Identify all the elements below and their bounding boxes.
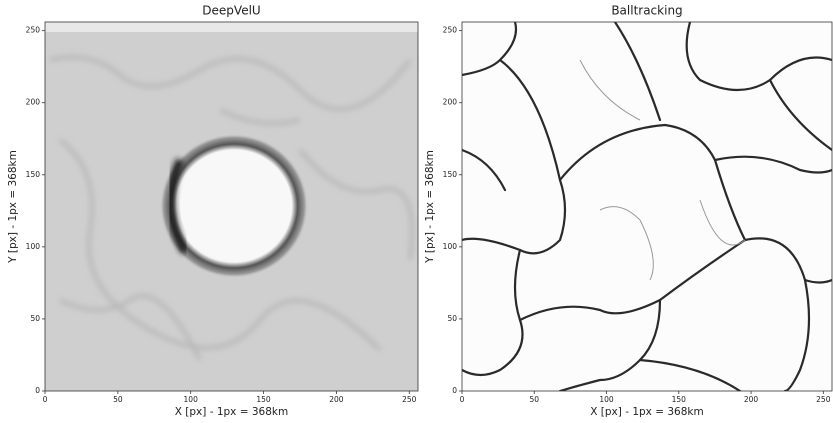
y-tick-label: 150 bbox=[443, 170, 458, 179]
x-tick-label: 50 bbox=[529, 395, 539, 404]
y-tick-label: 50 bbox=[30, 314, 40, 323]
y-axis-label: Y [px] - 1px = 368km bbox=[424, 150, 436, 264]
y-tick-label: 100 bbox=[26, 242, 41, 251]
y-axis-label: Y [px] - 1px = 368km bbox=[7, 150, 19, 264]
y-tick-label: 150 bbox=[26, 170, 41, 179]
x-tick-label: 250 bbox=[402, 395, 417, 404]
x-tick-label: 250 bbox=[816, 395, 831, 404]
chart-title: DeepVelU bbox=[202, 4, 260, 18]
y-tick-label: 50 bbox=[447, 314, 457, 323]
y-tick-label: 200 bbox=[443, 98, 458, 107]
x-tick-label: 150 bbox=[672, 395, 687, 404]
y-tick-label: 250 bbox=[26, 26, 41, 35]
x-tick-label: 0 bbox=[460, 395, 465, 404]
x-tick-label: 200 bbox=[329, 395, 344, 404]
x-tick-label: 100 bbox=[184, 395, 199, 404]
x-axis-label: X [px] - 1px = 368km bbox=[175, 406, 288, 418]
frame bbox=[44, 21, 419, 392]
y-tick-label: 250 bbox=[443, 26, 458, 35]
x-tick-label: 150 bbox=[256, 395, 271, 404]
y-tick-label: 0 bbox=[452, 386, 457, 395]
balltracking-image bbox=[462, 22, 832, 391]
x-tick-label: 0 bbox=[43, 395, 48, 404]
x-tick-label: 100 bbox=[599, 395, 614, 404]
y-tick-label: 100 bbox=[443, 242, 458, 251]
y-tick-label: 200 bbox=[26, 98, 41, 107]
x-tick-label: 200 bbox=[744, 395, 759, 404]
y-tick-label: 0 bbox=[35, 386, 40, 395]
deepvelu-image bbox=[45, 22, 418, 391]
chart-title: Balltracking bbox=[611, 4, 682, 18]
frame bbox=[461, 21, 833, 392]
x-axis-label: X [px] - 1px = 368km bbox=[590, 406, 703, 418]
x-tick-label: 50 bbox=[113, 395, 123, 404]
